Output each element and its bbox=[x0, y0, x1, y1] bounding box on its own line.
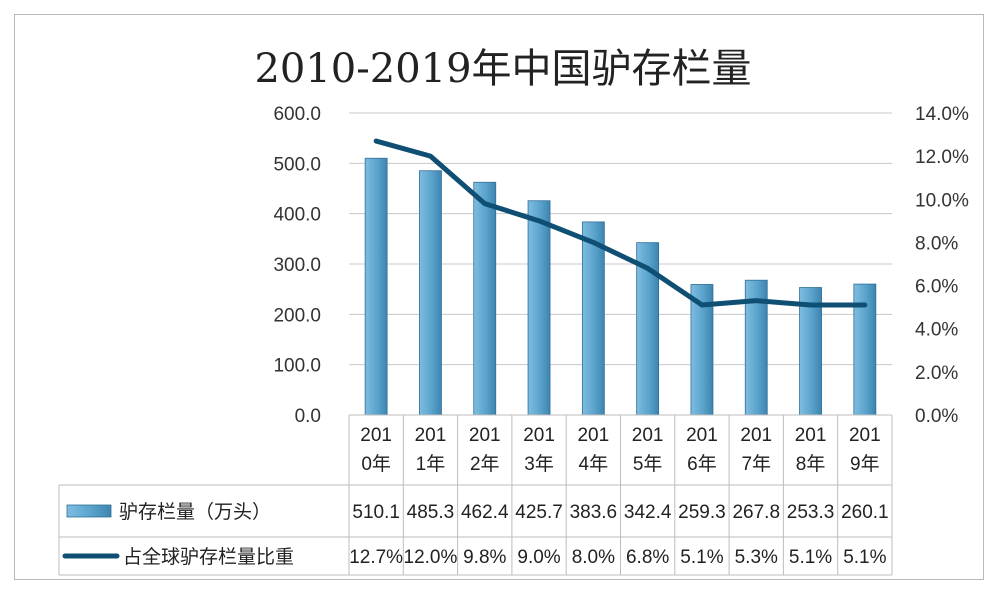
x-tick-label: 201 bbox=[849, 425, 881, 446]
bar bbox=[419, 170, 442, 416]
x-tick-label: 2年 bbox=[470, 453, 500, 475]
x-tick-label: 4年 bbox=[579, 453, 609, 475]
legend-bar-swatch bbox=[66, 504, 112, 518]
right-tick-label: 0.0% bbox=[915, 406, 958, 427]
data-label: 5.1% bbox=[789, 547, 832, 568]
right-axis-ticks: 0.0% 2.0% 4.0% 6.0% 8.0% 10.0% 12.0% 14.0% bbox=[915, 104, 969, 427]
bar bbox=[473, 181, 497, 416]
x-tick-label: 201 bbox=[686, 425, 718, 446]
legend-label: 占全球驴存栏量比重 bbox=[123, 546, 294, 568]
right-tick-label: 4.0% bbox=[915, 320, 958, 341]
left-tick-label: 400.0 bbox=[273, 205, 321, 226]
x-tick-label: 201 bbox=[523, 425, 555, 446]
data-label: 425.7 bbox=[515, 502, 563, 523]
left-tick-label: 500.0 bbox=[273, 154, 321, 175]
data-label: 253.3 bbox=[787, 502, 835, 523]
data-label: 12.0% bbox=[404, 547, 458, 568]
data-label: 342.4 bbox=[624, 502, 672, 523]
bar bbox=[527, 200, 551, 416]
data-label: 260.1 bbox=[841, 502, 889, 523]
x-tick-label: 5年 bbox=[633, 453, 663, 475]
legend-label: 驴存栏量（万头） bbox=[119, 501, 271, 523]
bar bbox=[364, 157, 388, 416]
x-tick-label: 201 bbox=[469, 425, 501, 446]
line-path bbox=[373, 138, 868, 308]
data-label: 5.3% bbox=[735, 547, 778, 568]
data-label: 462.4 bbox=[461, 502, 509, 523]
x-tick-label: 1年 bbox=[416, 453, 446, 475]
chart-svg: 2010-2019年中国驴存栏量 0.0 100.0 200.0 300.0 400.0… bbox=[58, 46, 969, 576]
data-label: 259.3 bbox=[678, 502, 726, 523]
right-tick-label: 10.0% bbox=[915, 190, 969, 211]
data-label: 8.0% bbox=[572, 547, 615, 568]
x-tick-label: 8年 bbox=[796, 453, 826, 475]
x-tick-label: 201 bbox=[740, 425, 772, 446]
line-series bbox=[373, 138, 868, 308]
left-axis-ticks: 0.0 100.0 200.0 300.0 400.0 500.0 600.0 bbox=[273, 104, 321, 427]
x-tick-label: 201 bbox=[360, 425, 392, 446]
right-tick-label: 8.0% bbox=[915, 233, 958, 254]
bar-series bbox=[364, 157, 877, 416]
left-tick-label: 0.0 bbox=[295, 406, 321, 427]
bar bbox=[581, 221, 605, 416]
left-tick-label: 200.0 bbox=[273, 305, 321, 326]
data-label: 383.6 bbox=[570, 502, 618, 523]
x-tick-label: 3年 bbox=[524, 453, 554, 475]
x-tick-label: 7年 bbox=[741, 453, 771, 475]
chart-frame: 2010-2019年中国驴存栏量 0.0 100.0 200.0 300.0 400.0… bbox=[14, 14, 984, 580]
x-tick-label: 201 bbox=[632, 425, 664, 446]
data-label: 6.8% bbox=[626, 547, 669, 568]
x-tick-label: 0年 bbox=[361, 453, 391, 475]
data-table: 201 0年 201 1年 201 2年 201 3年 201 4年 201 5年 201 6年 201 7年… bbox=[58, 414, 893, 576]
data-label: 5.1% bbox=[680, 547, 723, 568]
data-label: 267.8 bbox=[732, 502, 780, 523]
x-tick-label: 201 bbox=[795, 425, 827, 446]
right-tick-label: 6.0% bbox=[915, 277, 958, 298]
right-tick-label: 12.0% bbox=[915, 147, 969, 168]
chart-title: 2010-2019年中国驴存栏量 bbox=[254, 46, 751, 92]
data-label: 12.7% bbox=[349, 547, 403, 568]
left-tick-label: 300.0 bbox=[273, 255, 321, 276]
left-tick-label: 600.0 bbox=[273, 104, 321, 125]
right-tick-label: 2.0% bbox=[915, 363, 958, 384]
left-tick-label: 100.0 bbox=[273, 356, 321, 377]
x-tick-label: 201 bbox=[577, 425, 609, 446]
data-label: 510.1 bbox=[352, 502, 400, 523]
data-label: 9.0% bbox=[517, 547, 560, 568]
x-tick-label: 9年 bbox=[850, 453, 880, 475]
right-tick-label: 14.0% bbox=[915, 104, 969, 125]
x-tick-label: 201 bbox=[415, 425, 447, 446]
data-label: 5.1% bbox=[843, 547, 886, 568]
x-tick-label: 6年 bbox=[687, 453, 717, 475]
data-label: 485.3 bbox=[407, 502, 455, 523]
data-label: 9.8% bbox=[463, 547, 506, 568]
